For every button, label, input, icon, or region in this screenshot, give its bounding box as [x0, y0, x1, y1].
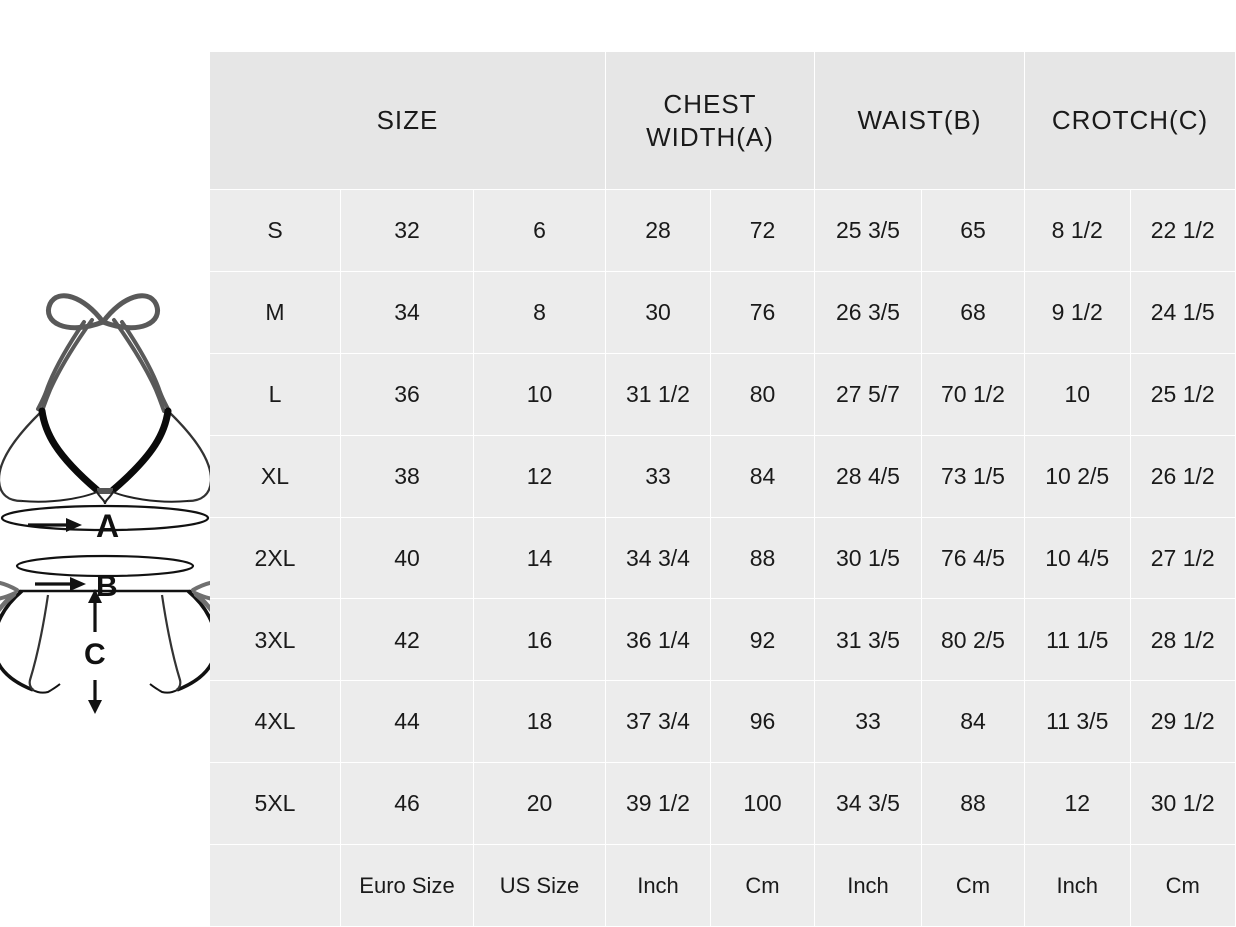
svg-text:A: A: [96, 508, 119, 544]
svg-text:C: C: [84, 638, 106, 671]
